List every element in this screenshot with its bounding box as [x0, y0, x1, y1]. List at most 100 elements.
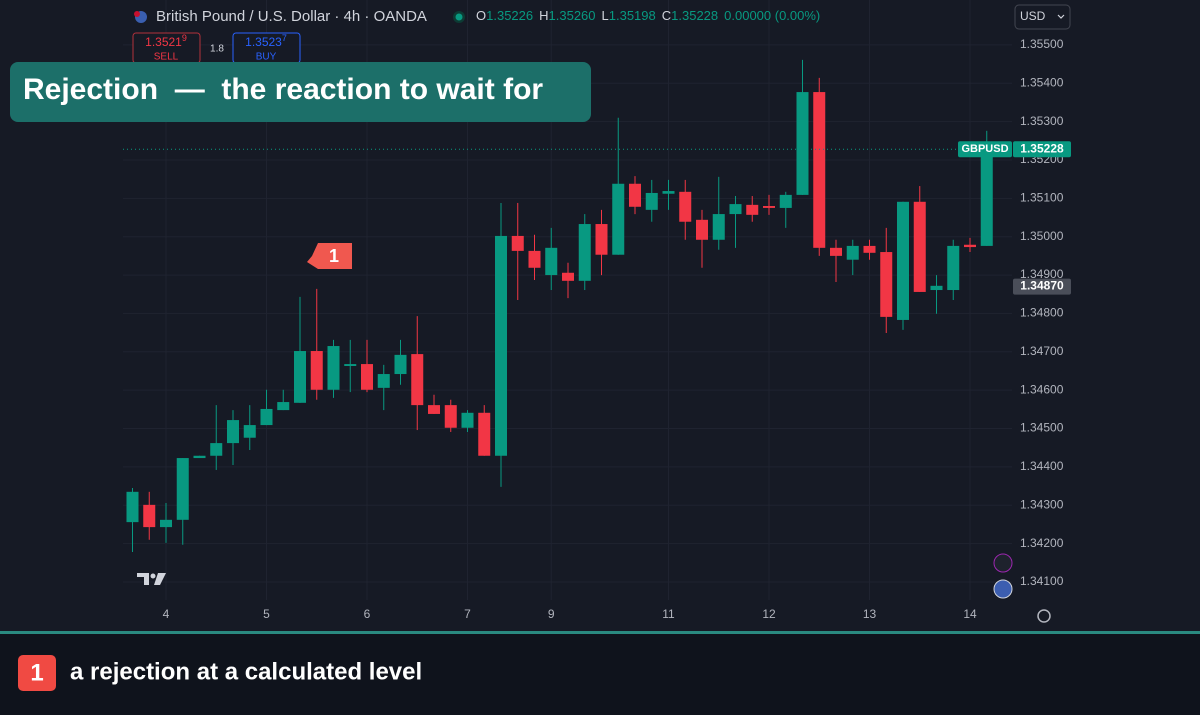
candle-body: [729, 204, 742, 215]
symbol-badge: [958, 141, 1012, 158]
buy-pip: 7: [282, 33, 287, 43]
ohlc-value: 1.35198: [609, 8, 656, 23]
footer-badge-label: 1: [30, 659, 43, 686]
ohlc-values: O1.35226 H1.35260 L1.35198 C1.35228 0.00000 …: [476, 8, 820, 23]
candle-body: [880, 252, 893, 317]
x-tick-label: 13: [863, 607, 877, 621]
candle-body: [612, 183, 625, 255]
candle-body: [294, 351, 306, 403]
candle-body: [930, 285, 943, 291]
logo: [150, 573, 156, 579]
candle-body: [243, 425, 256, 438]
x-tick-label: 11: [662, 607, 675, 621]
candle-body: [964, 244, 976, 248]
candle-body: [746, 204, 759, 215]
spread: 1.8: [210, 44, 224, 55]
currency-select[interactable]: [1014, 4, 1071, 30]
candle-body: [545, 247, 558, 276]
candle-body: [126, 491, 139, 523]
candle-body: [227, 420, 239, 444]
x-tick-label: 9: [548, 607, 555, 621]
candle-body: [846, 245, 859, 260]
divider: [0, 631, 1200, 634]
y-tick-label: 1.35000: [1020, 229, 1064, 243]
level-badge: [1013, 278, 1071, 295]
candle-body: [712, 214, 725, 240]
banner: [10, 62, 591, 122]
price-badge: [1013, 141, 1071, 158]
candle-body: [461, 412, 474, 428]
candle-body: [645, 192, 658, 210]
buy-label: BUY: [256, 52, 277, 63]
candle-body: [863, 245, 876, 253]
banner-text: Rejection — the reaction to wait for: [23, 73, 543, 106]
y-tick-label: 1.34700: [1020, 344, 1064, 358]
x-tick-label: 6: [364, 607, 371, 621]
sell-pip: 9: [182, 33, 187, 43]
candle-body: [913, 201, 926, 292]
candle-body: [679, 191, 692, 222]
candle-body: [511, 235, 524, 251]
candle-body: [444, 405, 457, 428]
event-icon[interactable]: [993, 553, 1013, 573]
footer-badge: [18, 655, 56, 691]
settings-icon[interactable]: [1037, 609, 1051, 623]
ohlc-key: O: [476, 8, 486, 23]
candle-body: [528, 250, 541, 268]
y-tick-label: 1.34400: [1020, 459, 1064, 473]
logo: [137, 573, 166, 585]
x-tick-label: 4: [163, 607, 170, 621]
candle-body: [193, 455, 206, 459]
currency-label: USD: [1020, 9, 1046, 23]
candle-body: [143, 504, 156, 528]
candle-body: [394, 354, 407, 375]
candle-body: [260, 408, 273, 426]
symbol-title[interactable]: British Pound / U.S. Dollar · 4h · OANDA: [156, 8, 427, 25]
candle-body: [428, 405, 440, 414]
candle-body: [344, 364, 357, 366]
candle-body: [696, 219, 708, 240]
y-tick-label: 1.34900: [1020, 267, 1064, 281]
x-tick-label: 14: [963, 607, 977, 621]
y-tick-label: 1.35300: [1020, 114, 1064, 128]
y-tick-label: 1.35400: [1020, 75, 1064, 89]
x-tick-label: 12: [762, 607, 776, 621]
candle-body: [897, 201, 909, 320]
candle-body: [310, 351, 323, 390]
candle-body: [377, 374, 390, 388]
candle-body: [160, 519, 172, 528]
candle-body: [595, 224, 608, 255]
symbol-badge-label: GBPUSD: [961, 143, 1008, 155]
y-tick-label: 1.34100: [1020, 574, 1064, 588]
candle-body: [277, 402, 290, 411]
ohlc-value: 1.35228: [671, 8, 718, 23]
y-tick-label: 1.35100: [1020, 191, 1064, 205]
candle-body: [779, 194, 792, 208]
candle-body: [562, 272, 574, 281]
candle-body: [980, 149, 993, 246]
x-tick-label: 5: [263, 607, 270, 621]
x-tick-label: 7: [464, 607, 471, 621]
y-tick-label: 1.35500: [1020, 37, 1064, 51]
buy-price: 1.35237: [245, 33, 287, 49]
annotation-label: 1: [329, 246, 339, 266]
candle-body: [763, 206, 775, 208]
overlay: British Pound / U.S. Dollar · 4h · OANDA…: [0, 4, 1200, 715]
chevron: [1057, 14, 1065, 19]
status-dot: [455, 13, 463, 21]
flag-icon: [134, 11, 140, 17]
y-tick-label: 1.34200: [1020, 536, 1064, 550]
candle-body: [478, 412, 491, 456]
candle-body: [327, 346, 340, 390]
ohlc-key: L: [602, 8, 609, 23]
candle-body: [176, 458, 189, 520]
y-tick-label: 1.34600: [1020, 382, 1064, 396]
sell-price: 1.3521: [145, 35, 182, 49]
event-icon[interactable]: [993, 579, 1013, 599]
candle-body: [796, 92, 809, 195]
candle-body: [947, 245, 960, 291]
sell-price: 1.35219: [145, 33, 187, 49]
candle-body: [629, 183, 641, 207]
